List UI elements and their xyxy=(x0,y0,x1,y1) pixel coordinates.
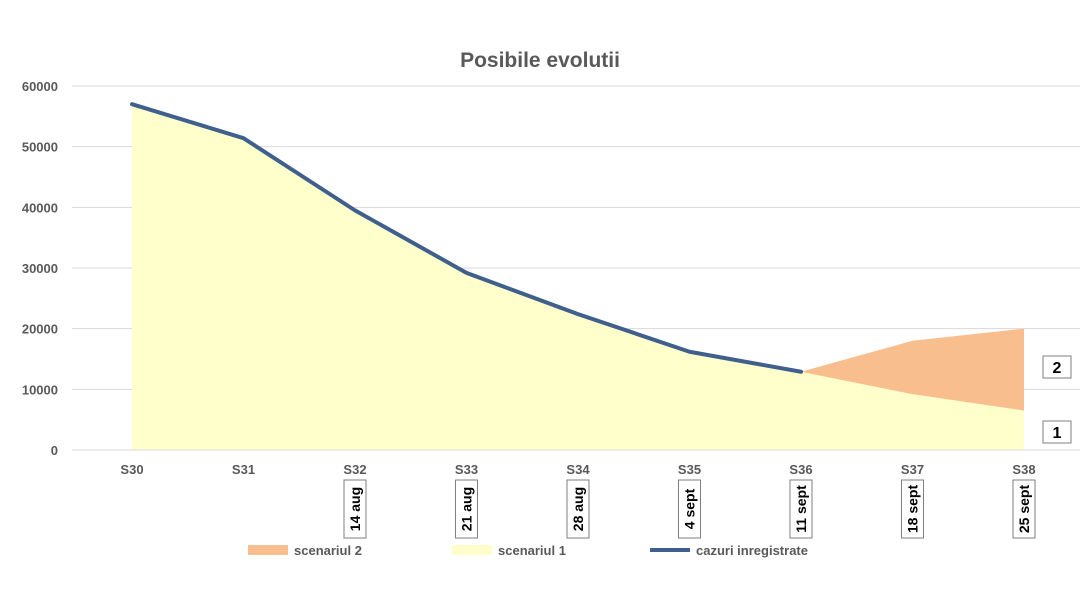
y-axis-ticks: 0 10000 20000 30000 40000 50000 60000 xyxy=(22,79,58,458)
scenario-annotations: 21 xyxy=(1042,355,1072,444)
date-label: 4 sept xyxy=(682,488,698,529)
date-label-box xyxy=(343,479,367,539)
y-tick-label: 60000 xyxy=(22,79,58,94)
date-label-box xyxy=(678,479,701,539)
line-series xyxy=(130,102,803,374)
x-tick-label: S30 xyxy=(120,462,143,477)
x-tick-label: S37 xyxy=(901,462,924,477)
date-label: 25 sept xyxy=(1016,485,1032,534)
annotation-label: 1 xyxy=(1053,425,1062,442)
date-label: 21 aug xyxy=(459,487,475,531)
line-cazuri-inregistrate xyxy=(130,102,803,374)
annotation-box xyxy=(1042,355,1072,379)
y-tick-label: 50000 xyxy=(22,140,58,155)
date-label: 11 sept xyxy=(793,485,809,533)
x-tick-label: S32 xyxy=(343,462,366,477)
date-label: 14 aug xyxy=(347,487,363,531)
legend-label: cazuri inregistrate xyxy=(696,543,808,558)
date-label-box xyxy=(455,479,478,539)
chart-title: Posibile evolutii xyxy=(460,49,620,72)
y-tick-label: 40000 xyxy=(22,200,58,215)
legend-swatch xyxy=(248,545,288,555)
x-tick-label: S35 xyxy=(678,462,701,477)
x-tick-label: S38 xyxy=(1012,462,1035,477)
x-tick-label: S31 xyxy=(232,462,255,477)
x-axis-ticks: S30 S31 S32 S33 S34 S35 S36 S37 S38 xyxy=(120,462,1035,477)
legend-label: scenariul 1 xyxy=(498,543,566,558)
y-tick-label: 20000 xyxy=(22,322,58,337)
legend-label: scenariul 2 xyxy=(294,543,362,558)
y-tick-label: 30000 xyxy=(22,261,58,276)
date-label-box xyxy=(901,479,924,539)
legend-swatch xyxy=(452,545,492,555)
date-label: 18 sept xyxy=(905,485,921,534)
annotation-label: 2 xyxy=(1053,360,1062,377)
date-label-box xyxy=(1012,479,1036,539)
date-label-box xyxy=(789,479,813,539)
y-tick-label: 0 xyxy=(51,443,58,458)
annotation-box xyxy=(1042,420,1072,444)
legend: scenariul 2 scenariul 1 cazuri inregistrat… xyxy=(248,543,808,558)
area-series xyxy=(132,104,1024,450)
x-tick-label: S34 xyxy=(566,462,590,477)
x-tick-label: S33 xyxy=(455,462,478,477)
date-labels: 14 aug 21 aug 28 aug 4 sept 11 sept 18 sept 25… xyxy=(343,479,1036,539)
date-label: 28 aug xyxy=(570,487,586,531)
area-scenariul-1 xyxy=(132,104,1024,450)
date-label-box xyxy=(566,479,590,539)
x-tick-label: S36 xyxy=(789,462,812,477)
y-tick-label: 10000 xyxy=(22,382,58,397)
